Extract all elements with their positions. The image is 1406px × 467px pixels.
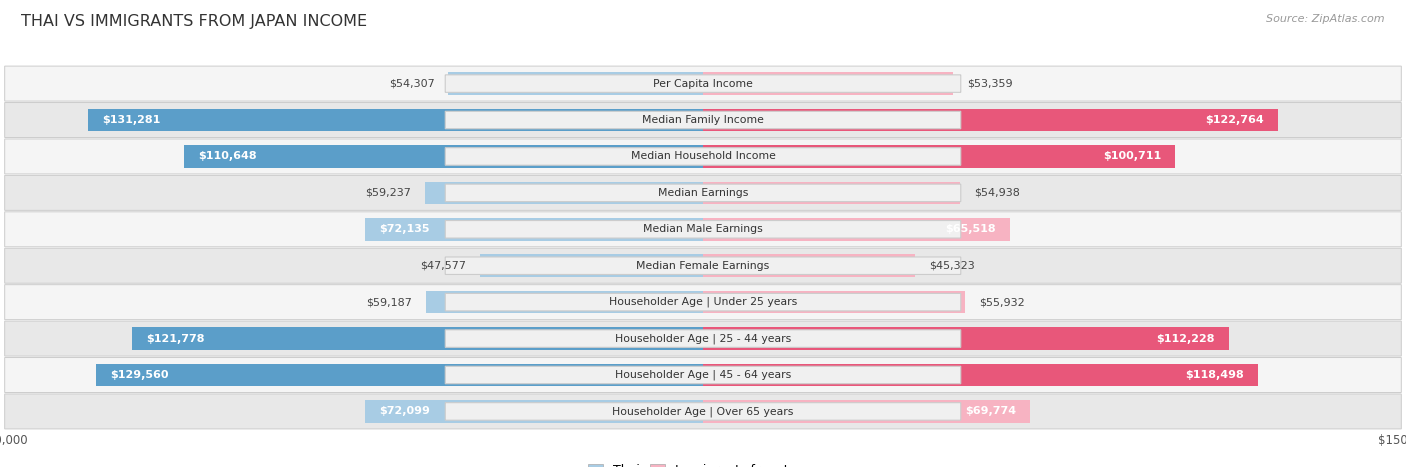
Text: Median Female Earnings: Median Female Earnings: [637, 261, 769, 271]
Text: $129,560: $129,560: [110, 370, 169, 380]
Bar: [703, 72, 953, 95]
Text: Median Earnings: Median Earnings: [658, 188, 748, 198]
Bar: [703, 400, 1031, 423]
FancyBboxPatch shape: [446, 403, 960, 420]
Bar: [703, 255, 915, 277]
Text: $59,187: $59,187: [366, 297, 412, 307]
Text: Median Family Income: Median Family Income: [643, 115, 763, 125]
Text: $54,307: $54,307: [388, 78, 434, 89]
FancyBboxPatch shape: [4, 394, 1402, 429]
Bar: [703, 291, 965, 313]
Bar: [449, 72, 703, 95]
FancyBboxPatch shape: [4, 285, 1402, 319]
FancyBboxPatch shape: [4, 66, 1402, 101]
FancyBboxPatch shape: [4, 321, 1402, 356]
Bar: [703, 145, 1175, 168]
Text: $112,228: $112,228: [1156, 333, 1215, 344]
Text: $55,932: $55,932: [979, 297, 1025, 307]
FancyBboxPatch shape: [446, 148, 960, 165]
Text: $121,778: $121,778: [146, 333, 205, 344]
FancyBboxPatch shape: [4, 139, 1402, 174]
Text: $118,498: $118,498: [1185, 370, 1244, 380]
FancyBboxPatch shape: [446, 293, 960, 311]
FancyBboxPatch shape: [4, 358, 1402, 392]
FancyBboxPatch shape: [446, 257, 960, 275]
FancyBboxPatch shape: [446, 366, 960, 384]
Text: Householder Age | Over 65 years: Householder Age | Over 65 years: [612, 406, 794, 417]
Text: Per Capita Income: Per Capita Income: [652, 78, 754, 89]
Text: Median Household Income: Median Household Income: [630, 151, 776, 162]
FancyBboxPatch shape: [446, 184, 960, 202]
FancyBboxPatch shape: [4, 103, 1402, 137]
Bar: [87, 109, 703, 131]
FancyBboxPatch shape: [4, 212, 1402, 247]
Text: $100,711: $100,711: [1102, 151, 1161, 162]
Bar: [479, 255, 703, 277]
Bar: [703, 109, 1278, 131]
FancyBboxPatch shape: [446, 220, 960, 238]
Bar: [703, 327, 1229, 350]
Text: Source: ZipAtlas.com: Source: ZipAtlas.com: [1267, 14, 1385, 24]
Bar: [703, 218, 1010, 241]
Text: $47,577: $47,577: [420, 261, 465, 271]
Text: Householder Age | 25 - 44 years: Householder Age | 25 - 44 years: [614, 333, 792, 344]
Bar: [366, 400, 703, 423]
Text: THAI VS IMMIGRANTS FROM JAPAN INCOME: THAI VS IMMIGRANTS FROM JAPAN INCOME: [21, 14, 367, 29]
FancyBboxPatch shape: [446, 330, 960, 347]
Text: $72,135: $72,135: [380, 224, 429, 234]
Bar: [96, 364, 703, 386]
FancyBboxPatch shape: [446, 111, 960, 129]
Bar: [426, 182, 703, 204]
FancyBboxPatch shape: [4, 248, 1402, 283]
Text: Householder Age | 45 - 64 years: Householder Age | 45 - 64 years: [614, 370, 792, 380]
Text: $53,359: $53,359: [967, 78, 1012, 89]
Bar: [703, 182, 960, 204]
Bar: [184, 145, 703, 168]
Bar: [132, 327, 703, 350]
Text: $131,281: $131,281: [101, 115, 160, 125]
Text: Median Male Earnings: Median Male Earnings: [643, 224, 763, 234]
FancyBboxPatch shape: [4, 176, 1402, 210]
Bar: [703, 364, 1258, 386]
Bar: [366, 218, 703, 241]
Text: $65,518: $65,518: [945, 224, 995, 234]
Legend: Thai, Immigrants from Japan: Thai, Immigrants from Japan: [583, 459, 823, 467]
Text: $69,774: $69,774: [965, 406, 1017, 417]
Text: $110,648: $110,648: [198, 151, 257, 162]
Text: $122,764: $122,764: [1205, 115, 1264, 125]
Text: $72,099: $72,099: [380, 406, 430, 417]
Bar: [426, 291, 703, 313]
Text: $59,237: $59,237: [366, 188, 412, 198]
Text: $54,938: $54,938: [974, 188, 1021, 198]
Text: Householder Age | Under 25 years: Householder Age | Under 25 years: [609, 297, 797, 307]
Text: $45,323: $45,323: [929, 261, 976, 271]
FancyBboxPatch shape: [446, 75, 960, 92]
